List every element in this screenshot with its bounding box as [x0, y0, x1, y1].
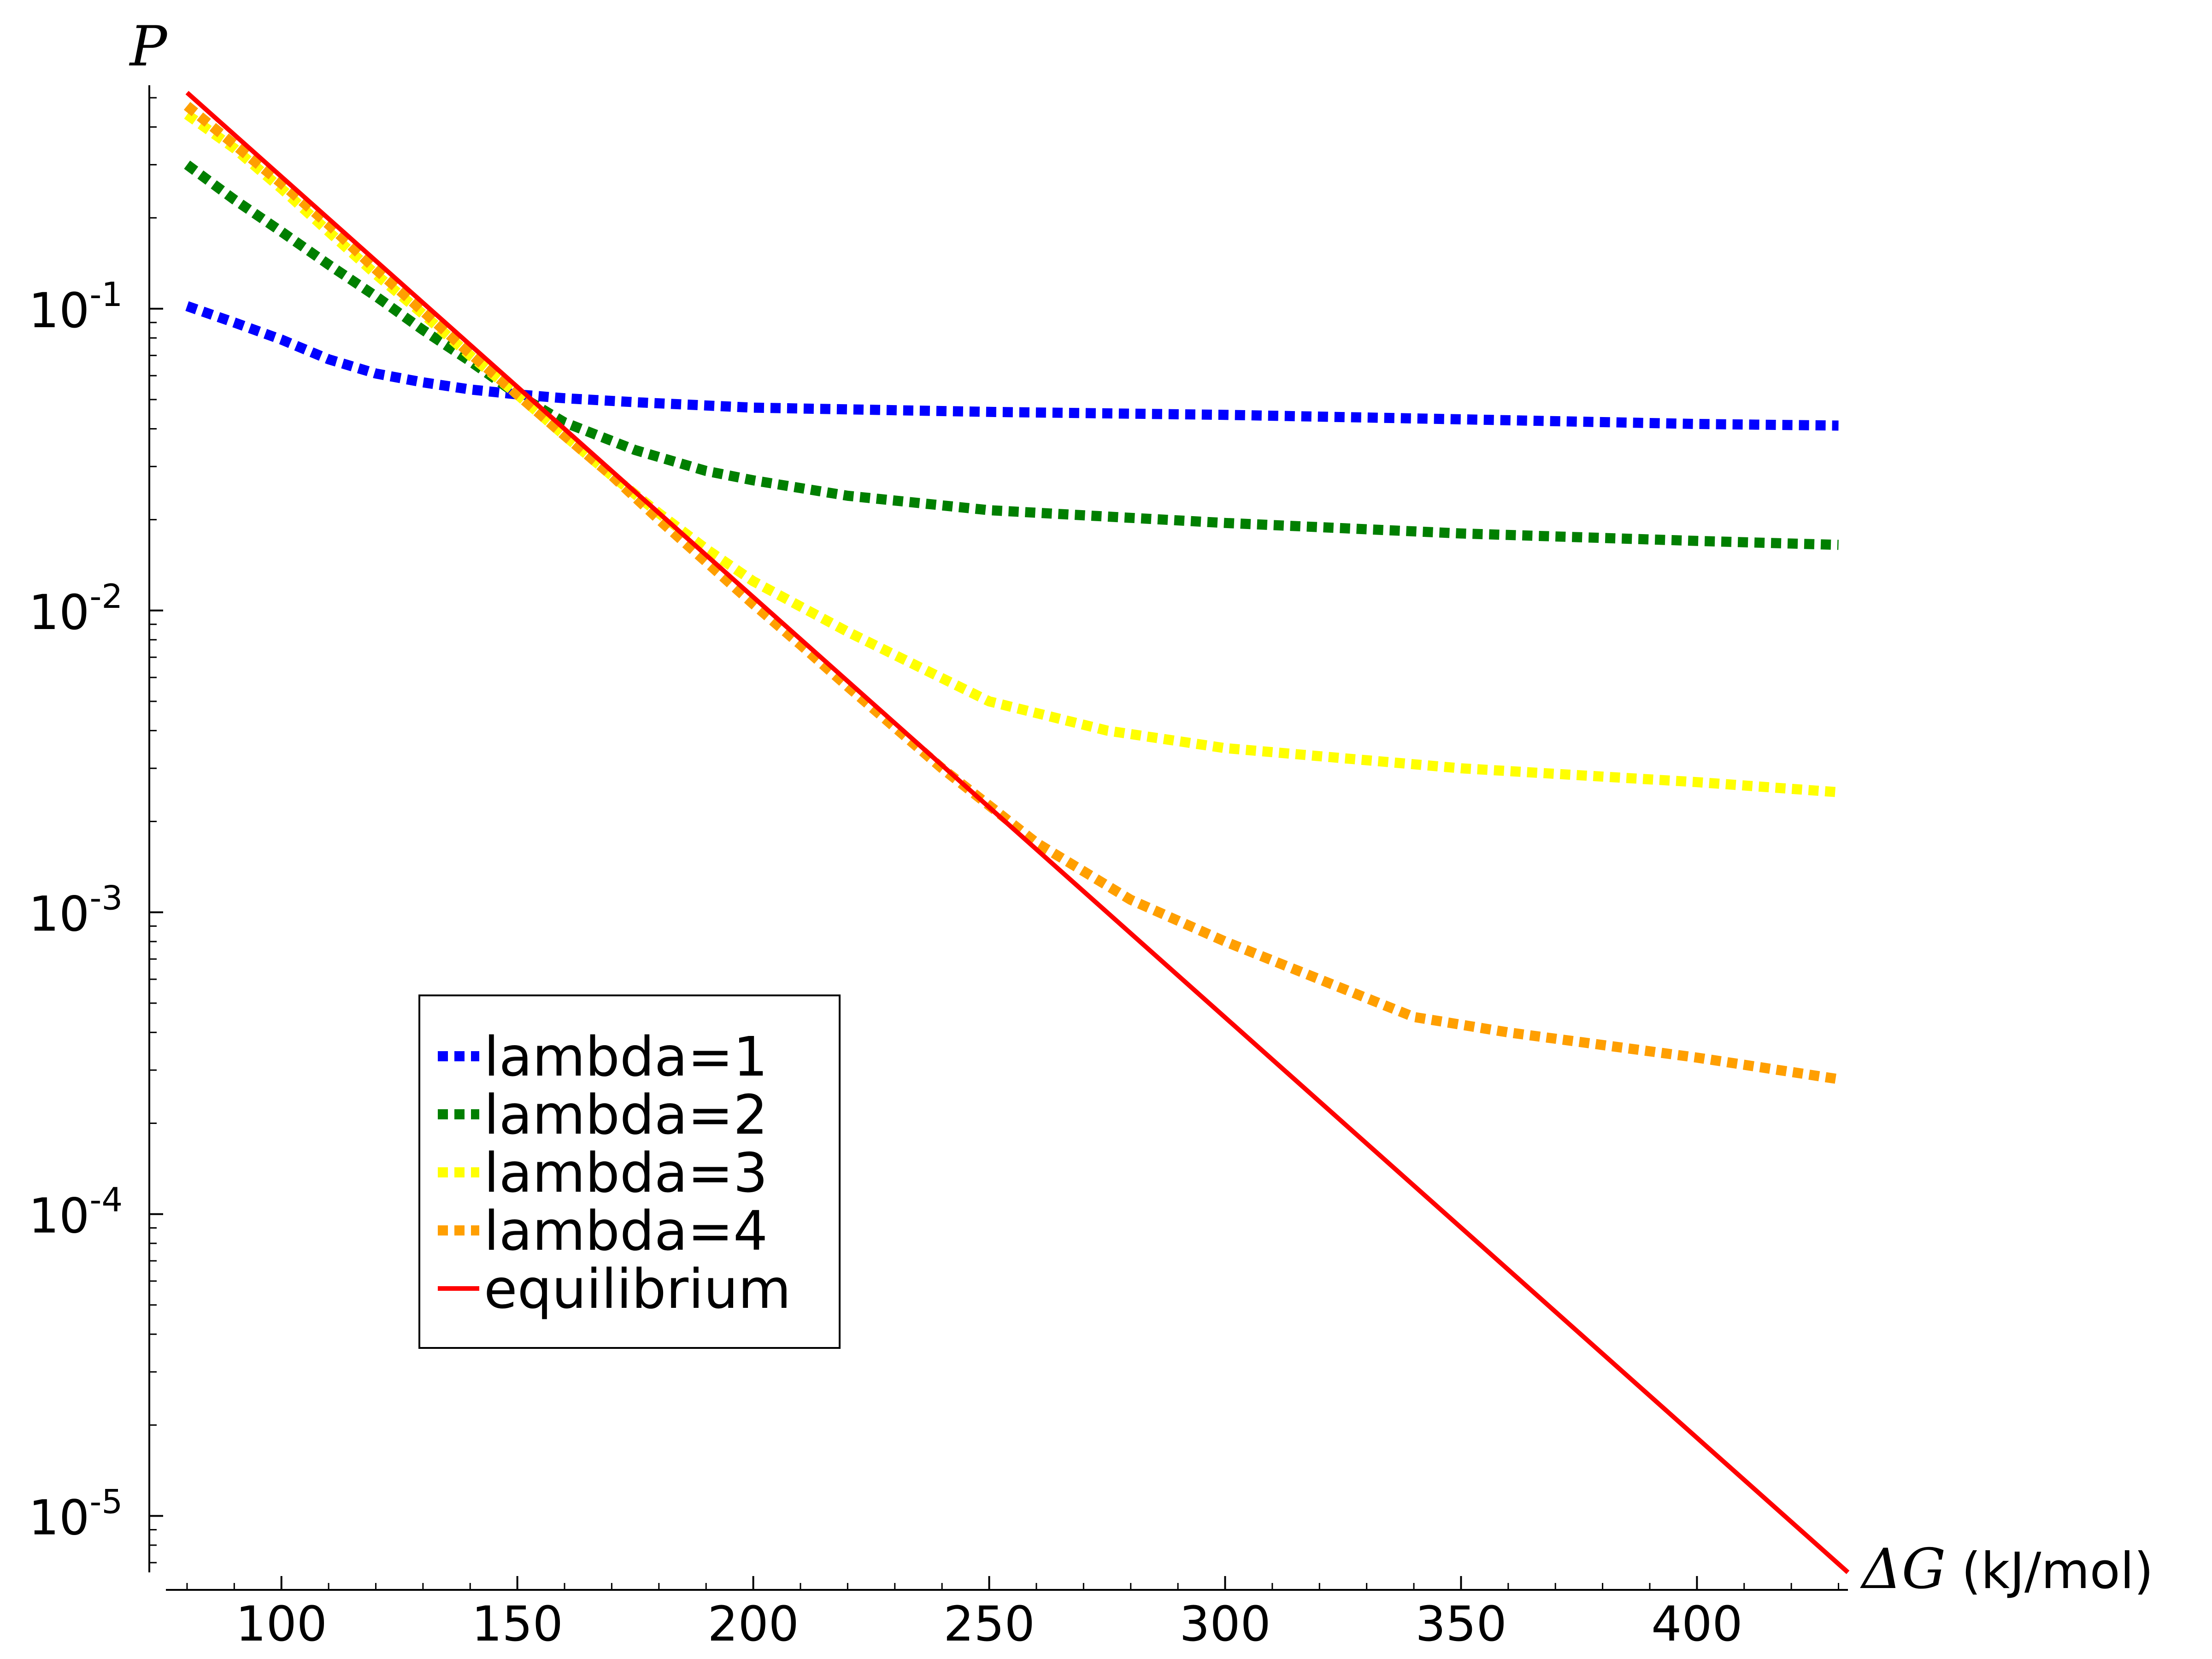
y-axis-label: P — [129, 15, 168, 79]
y-ticks: 10-1 10-2 10-3 10-4 10-5 — [29, 97, 163, 1564]
x-tick-label: 300 — [1179, 1596, 1271, 1652]
y-tick-label: 10-4 — [29, 1181, 123, 1244]
x-ticks: 100 150 200 250 300 350 400 — [186, 1576, 1840, 1652]
x-axis-label-unit: (kJ/mol) — [1962, 1542, 2153, 1600]
x-axis-label: ΔG (kJ/mol) — [1860, 1537, 2153, 1601]
y-tick-label: 10-2 — [29, 577, 123, 641]
series-line-lambda-3 — [184, 110, 1839, 798]
y-tick-label: 10-5 — [29, 1482, 123, 1546]
series-line-lambda-1 — [185, 301, 1839, 431]
series-layer — [183, 91, 1850, 1574]
legend-label: lambda=2 — [484, 1083, 768, 1147]
legend-label: lambda=3 — [484, 1141, 768, 1205]
series-line-lambda-2 — [184, 160, 1839, 550]
x-axis-label-symbol: ΔG — [1860, 1537, 1946, 1601]
y-tick-label: 10-3 — [29, 879, 123, 942]
x-tick-label: 400 — [1651, 1596, 1743, 1652]
x-tick-label: 150 — [471, 1596, 563, 1652]
x-tick-label: 200 — [707, 1596, 799, 1652]
series-line-equilibrium — [185, 91, 1850, 1574]
axes — [148, 85, 1848, 1591]
legend-box — [418, 994, 841, 1349]
legend: lambda=1lambda=2lambda=3lambda=4equilibr… — [418, 994, 841, 1349]
legend-label: lambda=1 — [484, 1025, 768, 1088]
x-tick-label: 350 — [1415, 1596, 1507, 1652]
legend-label: lambda=4 — [484, 1199, 768, 1263]
y-tick-label: 10-1 — [29, 275, 123, 339]
x-tick-label: 250 — [943, 1596, 1035, 1652]
series-line-lambda-4 — [183, 102, 1840, 1084]
x-tick-label: 100 — [235, 1596, 327, 1652]
legend-label: equilibrium — [484, 1257, 791, 1321]
